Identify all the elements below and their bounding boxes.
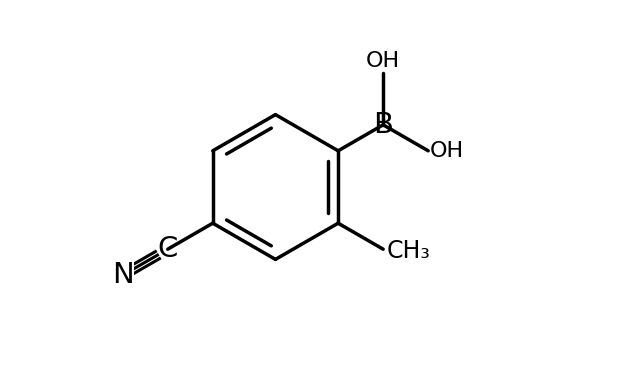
Text: OH: OH [430, 141, 464, 161]
Text: N: N [112, 261, 134, 289]
Text: CH₃: CH₃ [387, 239, 431, 263]
Text: OH: OH [366, 51, 400, 71]
Text: C: C [157, 235, 178, 263]
Text: B: B [373, 111, 393, 139]
